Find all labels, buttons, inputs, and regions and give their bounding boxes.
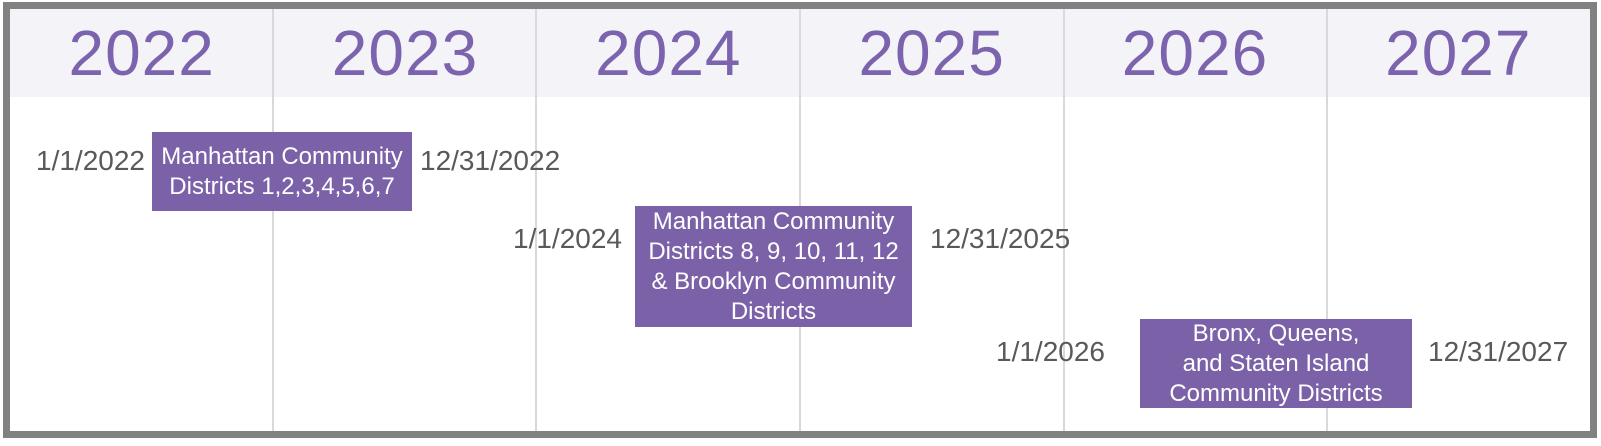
phase-2-label-line: Districts: [730, 297, 817, 325]
year-label-2026: 2026: [1121, 17, 1269, 89]
phase-3-end-date: 12/31/2027: [1428, 336, 1569, 367]
year-label-2023: 2023: [331, 17, 479, 89]
year-label-2027: 2027: [1385, 17, 1532, 89]
phase-3-start-date: 1/1/2026: [996, 336, 1105, 367]
year-label-2024: 2024: [595, 17, 742, 89]
phase-1-bar: Manhattan Community Districts 1,2,3,4,5,…: [152, 132, 412, 211]
phase-2-start-date: 1/1/2024: [513, 223, 622, 254]
phase-1-start-date: 1/1/2022: [36, 145, 145, 176]
phase-1-label-line: Districts 1,2,3,4,5,6,7: [169, 172, 395, 200]
phase-2-bar: Manhattan Community Districts 8, 9, 10, …: [635, 206, 912, 327]
phase-3-label-line: Bronx, Queens,: [1192, 319, 1360, 347]
phase-2-label-line: Manhattan Community: [652, 207, 895, 235]
phase-2-label-line: Districts 8, 9, 10, 11, 12: [648, 237, 899, 265]
year-header-band: 2022 2023 2024 2025 2026 2027: [10, 9, 1590, 97]
year-label-2025: 2025: [858, 17, 1005, 89]
phase-3-label-line: and Staten Island: [1182, 349, 1370, 377]
phase-3-label-line: Community Districts: [1169, 379, 1383, 407]
phase-1-end-date: 12/31/2022: [420, 145, 561, 176]
phase-1-label-line: Manhattan Community: [161, 142, 403, 170]
phase-2-label-line: & Brooklyn Community: [651, 267, 896, 295]
timeline-frame: 2022 2023 2024 2025 2026 2027 1/1/2022 M…: [3, 2, 1597, 438]
phase-2-end-date: 12/31/2025: [930, 223, 1071, 254]
timeline-inner: 2022 2023 2024 2025 2026 2027 1/1/2022 M…: [10, 9, 1590, 431]
phase-3-bar: Bronx, Queens, and Staten Island Communi…: [1140, 319, 1412, 408]
year-label-2022: 2022: [68, 17, 215, 89]
